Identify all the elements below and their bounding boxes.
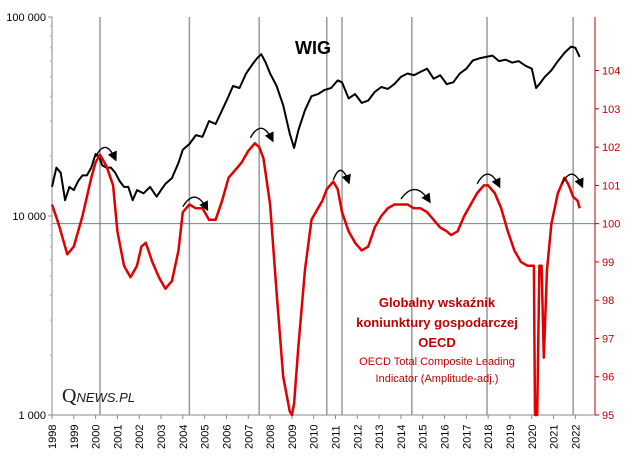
right-y-axis: 95 96 97 98 99 100 101 102 103 104 (594, 17, 620, 422)
x-tick-label-4: 2002 (134, 425, 146, 449)
right-tick-label-7: 102 (602, 142, 620, 154)
x-tick-label-7: 2005 (200, 425, 212, 449)
right-tick-label-0: 95 (602, 410, 614, 422)
x-tick-label-11: 2009 (287, 425, 299, 449)
peak-arrow-2 (249, 127, 274, 143)
x-tick-label-16: 2014 (396, 425, 408, 449)
x-tick-label-3: 2001 (112, 425, 124, 449)
x-tick-label-5: 2003 (156, 425, 168, 449)
x-tick-label-1: 1999 (69, 425, 81, 449)
left-tick-label-0: 1 000 (18, 410, 46, 422)
x-tick-label-20: 2018 (483, 425, 495, 449)
x-tick-label-21: 2019 (505, 425, 517, 449)
x-tick-label-17: 2015 (418, 425, 430, 449)
annotation-subtitle-line-1: OECD Total Composite Leading (359, 356, 515, 368)
x-tick-label-22: 2020 (527, 425, 539, 449)
right-tick-label-2: 97 (602, 333, 614, 345)
x-tick-label-0: 1998 (47, 425, 59, 449)
peak-arrows (94, 127, 584, 212)
series-line-oecd (50, 142, 581, 417)
x-tick-label-23: 2021 (549, 425, 561, 449)
x-axis: 1998 1999 2000 2001 2002 2003 2004 2005 2006 2007… (47, 414, 595, 449)
peak-arrow-5 (476, 173, 501, 189)
logo-text: QNEWS.PL (62, 385, 135, 407)
right-tick-label-4: 99 (602, 257, 614, 269)
series-line-wig (51, 45, 581, 202)
x-tick-label-12: 2010 (309, 425, 321, 449)
x-tick-label-14: 2012 (352, 425, 364, 449)
annotation-subtitle-line-2: Indicator (Amplitude-adj.) (376, 373, 499, 385)
x-tick-label-18: 2016 (440, 425, 452, 449)
peak-arrow-6 (561, 173, 584, 189)
chart-title: WIG (295, 38, 331, 58)
peak-arrow-3 (332, 169, 351, 185)
qnews-logo: QNEWS.PL (62, 385, 135, 407)
x-tick-label-10: 2008 (265, 425, 277, 449)
x-tick-label-6: 2004 (178, 425, 190, 449)
oecd-annotation: Globalny wskaźnik koniunktury gospodarcz… (356, 295, 518, 385)
x-tick-label-24: 2022 (570, 425, 582, 449)
x-tick-label-2: 2000 (91, 425, 103, 449)
x-tick-label-8: 2006 (221, 425, 233, 449)
peak-arrow-4 (400, 188, 431, 204)
x-tick-label-15: 2013 (374, 425, 386, 449)
left-tick-label-2: 100 000 (6, 12, 46, 24)
left-tick-label-1: 10 000 (12, 211, 46, 223)
x-tick-label-19: 2017 (461, 425, 473, 449)
right-tick-label-8: 103 (602, 104, 620, 116)
right-tick-label-3: 98 (602, 295, 614, 307)
left-y-axis: 1 000 10 000 100 000 (6, 12, 53, 422)
annotation-title-line-3: OECD (418, 335, 456, 350)
right-tick-label-6: 101 (602, 180, 620, 192)
peak-arrow-1 (182, 196, 209, 212)
right-tick-label-5: 100 (602, 219, 620, 231)
annotation-title-line-2: koniunktury gospodarczej (356, 315, 518, 330)
x-tick-label-9: 2007 (243, 425, 255, 449)
series-lines (50, 45, 581, 417)
annotation-title-line-1: Globalny wskaźnik (379, 295, 496, 310)
peak-arrow-0 (94, 146, 117, 162)
right-tick-label-1: 96 (602, 372, 614, 384)
right-tick-label-9: 104 (602, 66, 620, 78)
x-tick-label-13: 2011 (330, 425, 342, 449)
